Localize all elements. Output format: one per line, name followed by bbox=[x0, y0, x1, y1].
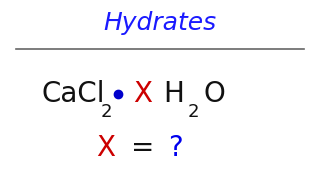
Text: X: X bbox=[96, 134, 115, 162]
Text: =: = bbox=[131, 134, 155, 162]
Text: H: H bbox=[163, 80, 184, 108]
Text: O: O bbox=[203, 80, 225, 108]
Text: CaCl: CaCl bbox=[42, 80, 105, 108]
Text: 2: 2 bbox=[101, 103, 112, 121]
Text: ?: ? bbox=[168, 134, 183, 162]
Text: X: X bbox=[133, 80, 152, 108]
Text: 2: 2 bbox=[187, 103, 199, 121]
Text: Hydrates: Hydrates bbox=[103, 11, 217, 35]
